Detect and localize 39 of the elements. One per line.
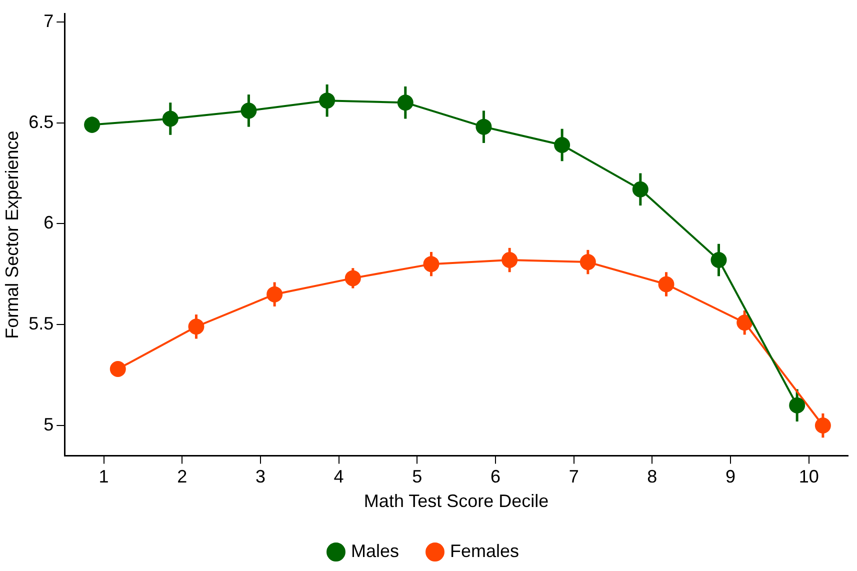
x-axis-title: Math Test Score Decile — [364, 491, 549, 512]
point — [266, 286, 283, 302]
y-tick-label: 6.5 — [28, 112, 54, 132]
point — [736, 314, 753, 331]
y-tick-label: 5 — [44, 414, 54, 434]
point — [188, 318, 204, 335]
x-tick-label: 8 — [647, 466, 658, 487]
point — [502, 252, 518, 268]
point — [162, 110, 178, 127]
x-tick-label: 2 — [177, 466, 188, 487]
x-tick-label: 1 — [98, 466, 109, 487]
x-tick-label: 3 — [255, 466, 266, 487]
point — [658, 276, 674, 292]
point — [423, 256, 440, 272]
x-tick-label: 10 — [798, 466, 819, 487]
legend-label: Males — [350, 540, 399, 561]
x-tick-label: 9 — [725, 466, 736, 487]
x-tick-label: 6 — [490, 466, 500, 487]
point — [632, 181, 648, 198]
y-axis-title: Formal Sector Experience — [2, 130, 22, 339]
point — [84, 116, 100, 133]
point — [554, 136, 570, 153]
point — [814, 418, 831, 434]
y-tick-label: 5.5 — [28, 314, 54, 334]
point — [110, 361, 126, 378]
y-tick-label: 7 — [44, 10, 54, 31]
x-tick-label: 5 — [412, 466, 422, 487]
point — [710, 252, 727, 268]
point — [240, 102, 257, 119]
point — [319, 92, 336, 109]
x-tick-label: 4 — [334, 466, 344, 487]
point — [397, 94, 414, 111]
x-tick-label: 7 — [568, 466, 579, 487]
point — [476, 118, 492, 135]
y-tick-label: 6 — [44, 212, 54, 233]
legend-label: Females — [450, 540, 520, 561]
point — [344, 270, 361, 286]
point — [789, 397, 806, 414]
point — [580, 254, 596, 270]
